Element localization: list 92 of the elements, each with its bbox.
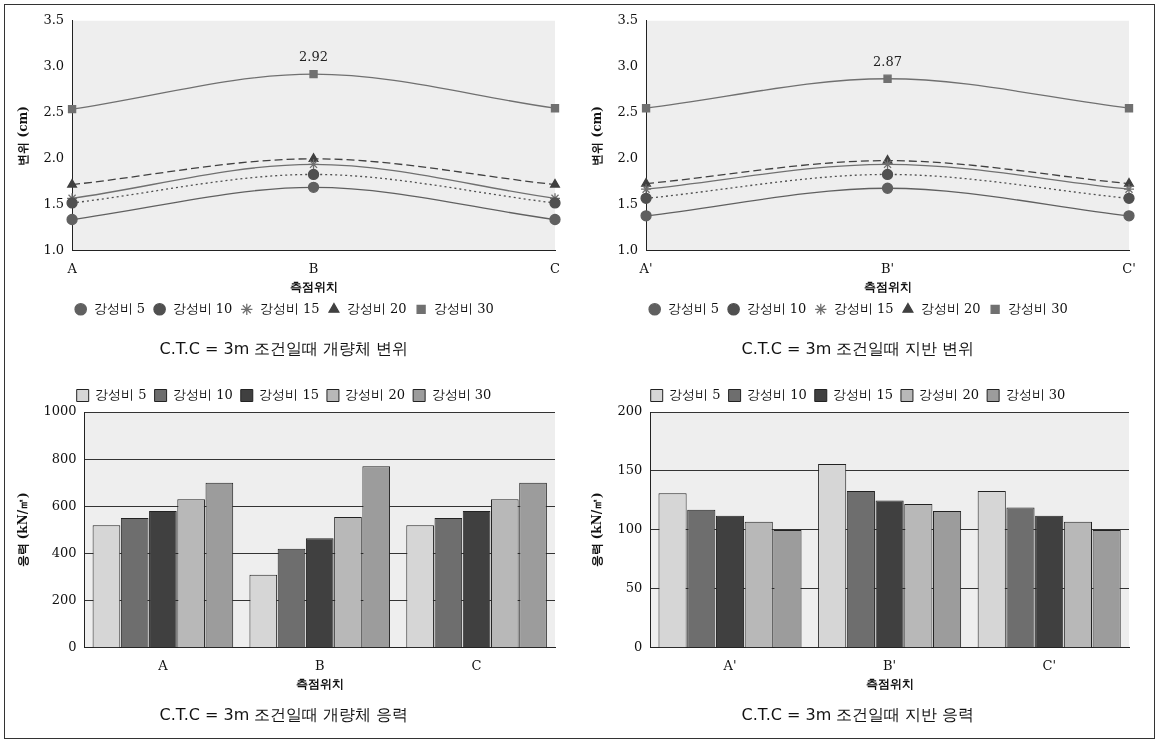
point [1123,183,1135,195]
y-tick-label: 100 [617,521,643,537]
point [549,213,561,226]
y-tick-label: 2.5 [617,104,639,120]
legend-label: 강성비 5 [669,386,721,402]
y-tick-label: 0 [633,639,643,655]
y-tick-label: 800 [51,450,77,466]
y-axis-title: 응력 (kN/㎡) [16,492,31,568]
y-axis-title: 변위 (cm) [16,106,31,166]
legend-label: 강성비 30 [1005,386,1066,402]
x-axis-title: 측점위치 [863,279,912,294]
x-tick-label: A [66,260,78,276]
legend-label: 강성비 10 [747,386,807,402]
text: C.T.C = 3m 조건일때 지반 응력 [741,704,975,724]
legend-label: 강성비 20 [919,386,980,402]
y-axis-title: 변위 (cm) [590,106,605,166]
y-tick-label: 400 [51,544,77,560]
point [66,197,78,209]
y-tick-label: 0 [68,639,77,655]
point [1124,104,1134,113]
legend-label: 강성비 15 [259,386,319,402]
point [1123,192,1135,205]
y-axis-title: 응력 (kN/㎡) [590,492,605,568]
legend-label: 강성비 10 [746,300,807,316]
y-tick-label: 3.5 [43,12,65,28]
point [67,178,78,188]
x-tick-label: B [314,657,325,673]
point [549,197,561,209]
y-tick-label: 1.0 [43,242,65,258]
legend-label: 강성비 30 [1008,300,1068,316]
y-tick-label: 2.0 [617,150,639,166]
legend-label: 강성비 20 [346,300,407,316]
x-tick-label: A' [638,260,653,276]
x-tick-label: A' [722,657,737,673]
point [550,178,560,188]
y-tick-label: 3.0 [617,58,639,74]
legend-label: 강성비 30 [431,386,492,402]
x-tick-label: C [550,260,561,276]
x-axis-title: 측점위치 [289,279,338,294]
x-axis-title: 측점위치 [865,676,914,691]
legend-label: 강성비 20 [920,300,981,316]
y-tick-label: 1.5 [617,196,639,212]
x-tick-label: A [157,657,169,673]
y-tick-label: 3.5 [617,12,639,28]
y-tick-label: 3.0 [43,58,65,74]
point [307,181,320,193]
point [307,158,320,170]
legend-label: 강성비 20 [345,386,406,402]
legend-label: 강성비 30 [434,300,494,316]
x-tick-label: C' [1042,657,1056,673]
point [881,182,894,194]
legend-label: 강성비 10 [172,300,233,316]
point [307,168,320,181]
legend-label: 강성비 15 [259,300,320,316]
y-tick-label: 50 [625,580,643,596]
legend-label: 강성비 15 [833,300,894,316]
x-tick-label: C' [1122,260,1136,276]
point [66,213,78,226]
y-tick-label: 2.5 [43,104,65,120]
legend-label: 강성비 5 [667,300,720,316]
x-tick-label: B' [883,657,897,673]
point [640,210,652,222]
point [883,74,892,83]
y-tick-label: 600 [51,497,77,513]
x-axis-title: 측점위치 [295,676,344,691]
y-tick-label: 150 [617,462,643,478]
point [640,192,652,205]
y-tick-label: 200 [617,403,643,419]
point [550,104,560,113]
y-tick-label: 2.0 [43,150,65,166]
data-label: 2.92 [299,49,329,65]
y-tick-label: 1000 [43,403,77,419]
point [1123,210,1135,222]
legend-label: 강성비 10 [173,386,233,402]
legend-label: 강성비 5 [93,300,146,316]
point [881,168,894,181]
y-tick-label: 1.5 [43,196,65,212]
text: C.T.C = 3m 조건일때 개량체 응력 [159,704,409,724]
text: C.T.C = 3m 조건일때 지반 변위 [741,338,975,358]
point [640,183,652,195]
y-tick-label: 1.0 [617,242,639,258]
point [309,69,318,79]
text: C.T.C = 3m 조건일때 개량체 변위 [159,338,409,358]
x-tick-label: B [308,260,319,276]
y-tick-label: 200 [51,592,77,608]
point [641,104,651,113]
data-label: 2.87 [873,53,903,69]
legend-label: 강성비 5 [95,386,147,402]
point [67,104,77,114]
x-tick-label: B' [880,260,895,276]
legend-label: 강성비 15 [833,386,893,402]
x-tick-label: C [471,657,482,673]
